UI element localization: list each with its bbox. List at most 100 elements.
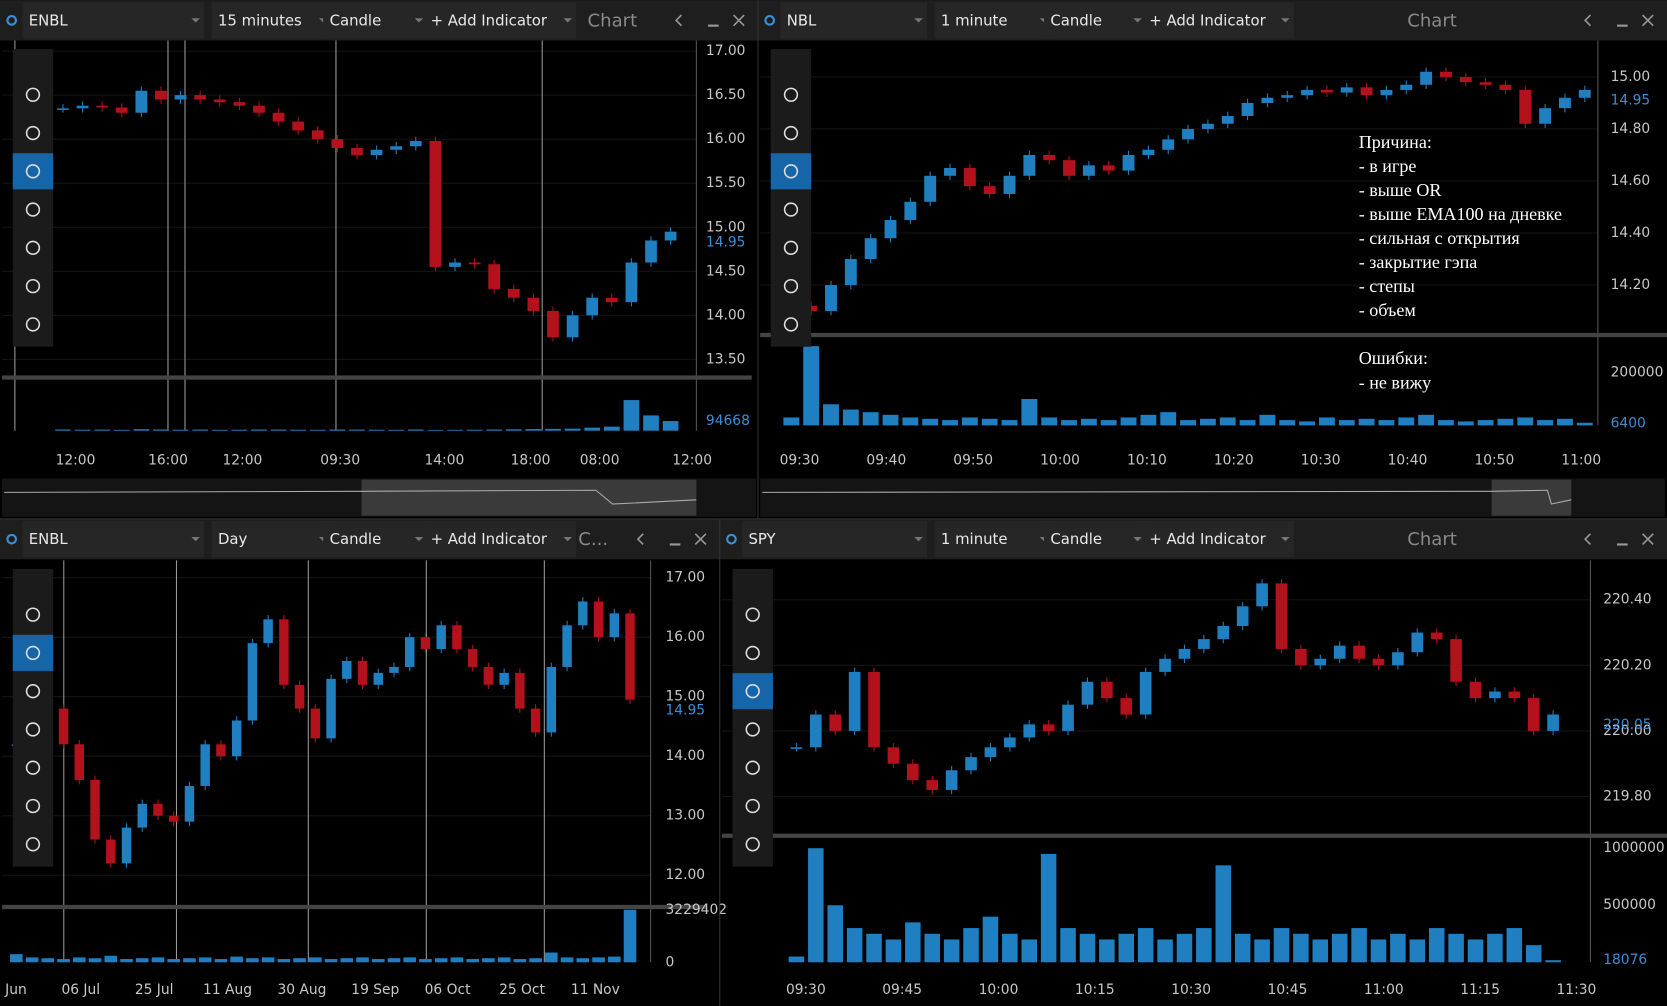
toolbar-add-indicator[interactable]: + Add Indicator bbox=[431, 530, 548, 548]
x-tick-label: 12:00 bbox=[672, 452, 712, 468]
dropdown-arrow[interactable] bbox=[1281, 18, 1290, 23]
toolbar-style[interactable]: Candle bbox=[1050, 530, 1102, 548]
toolbar-field[interactable] bbox=[1044, 521, 1147, 558]
toolbar-symbol[interactable]: SPY bbox=[748, 530, 776, 548]
toolbar-field[interactable] bbox=[1142, 2, 1294, 39]
tool-icon[interactable] bbox=[745, 837, 760, 852]
toolbar-field[interactable] bbox=[211, 2, 332, 39]
prev-button[interactable] bbox=[1584, 533, 1592, 546]
close-button[interactable] bbox=[1641, 533, 1654, 546]
candle bbox=[578, 601, 588, 626]
volume-bar bbox=[1196, 928, 1212, 963]
last-price-label: 220.05 bbox=[1603, 717, 1651, 733]
dropdown-arrow[interactable] bbox=[1133, 18, 1142, 23]
toolbar-field[interactable] bbox=[742, 521, 928, 558]
tool-icon[interactable] bbox=[783, 240, 799, 256]
toolbar-symbol[interactable]: ENBL bbox=[29, 530, 69, 548]
toolbar-field[interactable] bbox=[934, 2, 1053, 39]
tool-selected[interactable] bbox=[732, 673, 773, 710]
tool-icon[interactable] bbox=[745, 760, 760, 775]
volume-bar bbox=[231, 429, 248, 431]
close-button[interactable] bbox=[694, 533, 707, 546]
tool-icon[interactable] bbox=[25, 317, 41, 332]
toolbar-field[interactable] bbox=[323, 2, 428, 39]
toolbar-style[interactable]: Candle bbox=[330, 530, 382, 548]
toolbar-field[interactable] bbox=[424, 521, 577, 558]
toolbar-interval[interactable]: 1 minute bbox=[941, 530, 1008, 548]
toolbar-style[interactable]: Candle bbox=[1050, 11, 1102, 29]
toolbar-field[interactable] bbox=[323, 521, 428, 558]
tool-selected[interactable] bbox=[770, 153, 812, 190]
toolbar-interval[interactable]: Day bbox=[218, 530, 248, 548]
tool-selected[interactable] bbox=[12, 153, 54, 190]
candle bbox=[1081, 681, 1094, 705]
chart-panel: ENBL 15 minutes Candle + Add Indicator Chart… bbox=[0, 0, 759, 517]
toolbar-add-indicator[interactable]: + Add Indicator bbox=[1149, 11, 1266, 29]
close-button[interactable] bbox=[1641, 14, 1654, 27]
dropdown-arrow[interactable] bbox=[191, 18, 200, 23]
tool-icon[interactable] bbox=[783, 202, 799, 217]
tool-icon[interactable] bbox=[25, 240, 41, 256]
tool-icon[interactable] bbox=[783, 87, 799, 102]
tool-icon[interactable] bbox=[25, 164, 41, 179]
tool-icon[interactable] bbox=[25, 683, 41, 699]
volume-bar bbox=[293, 958, 306, 963]
toolbar-field[interactable] bbox=[424, 2, 577, 39]
tool-icon[interactable] bbox=[783, 164, 799, 179]
x-tick-label: 11:15 bbox=[1460, 982, 1500, 998]
toolbar-symbol[interactable]: NBL bbox=[787, 11, 817, 29]
dropdown-arrow[interactable] bbox=[914, 18, 923, 23]
tool-icon[interactable] bbox=[25, 87, 41, 102]
tool-icon[interactable] bbox=[783, 125, 799, 141]
toolbar-field[interactable] bbox=[211, 521, 332, 558]
close-button[interactable] bbox=[733, 14, 745, 27]
tool-icon[interactable] bbox=[745, 722, 760, 737]
toolbar-field[interactable] bbox=[1044, 2, 1147, 39]
tool-icon[interactable] bbox=[25, 760, 41, 775]
navigator-window[interactable] bbox=[361, 479, 697, 516]
tool-icon[interactable] bbox=[745, 645, 760, 661]
candle bbox=[1372, 658, 1385, 666]
toolbar-symbol[interactable]: ENBL bbox=[29, 11, 69, 29]
dropdown-arrow[interactable] bbox=[914, 537, 923, 542]
annotation-line: - закрытие гэпа bbox=[1359, 252, 1478, 272]
tool-icon[interactable] bbox=[745, 683, 760, 699]
volume-bar bbox=[1448, 933, 1464, 963]
navigator-window[interactable] bbox=[1491, 479, 1572, 516]
dropdown-arrow[interactable] bbox=[414, 18, 424, 23]
dropdown-arrow[interactable] bbox=[563, 537, 572, 542]
toolbar-field[interactable] bbox=[780, 2, 928, 39]
tool-icon[interactable] bbox=[745, 607, 760, 622]
tool-icon[interactable] bbox=[745, 798, 760, 814]
tool-icon[interactable] bbox=[25, 125, 41, 141]
toolbar-field[interactable] bbox=[1142, 521, 1294, 558]
tool-icon[interactable] bbox=[25, 798, 41, 814]
tool-icon[interactable] bbox=[25, 607, 41, 622]
tool-icon[interactable] bbox=[783, 278, 799, 294]
dropdown-arrow[interactable] bbox=[1281, 537, 1290, 542]
candle bbox=[547, 310, 559, 338]
toolbar-interval[interactable]: 1 minute bbox=[941, 11, 1008, 29]
toolbar-field[interactable] bbox=[934, 521, 1053, 558]
toolbar-add-indicator[interactable]: + Add Indicator bbox=[1149, 530, 1266, 548]
tool-selected[interactable] bbox=[12, 634, 54, 671]
prev-button[interactable] bbox=[1584, 14, 1592, 27]
tool-icon[interactable] bbox=[25, 837, 41, 852]
dropdown-arrow[interactable] bbox=[414, 537, 424, 542]
toolbar-add-indicator[interactable]: + Add Indicator bbox=[431, 11, 548, 29]
toolbar-interval[interactable]: 15 minutes bbox=[218, 11, 302, 29]
tool-icon[interactable] bbox=[25, 645, 41, 661]
dropdown-arrow[interactable] bbox=[191, 537, 200, 542]
dropdown-arrow[interactable] bbox=[1133, 537, 1142, 542]
tool-icon[interactable] bbox=[25, 722, 41, 737]
y-tick-label: 14.60 bbox=[1611, 173, 1651, 189]
prev-button[interactable] bbox=[675, 14, 683, 27]
tool-icon[interactable] bbox=[25, 202, 41, 217]
toolbar-field[interactable] bbox=[22, 2, 205, 39]
tool-icon[interactable] bbox=[783, 317, 799, 332]
dropdown-arrow[interactable] bbox=[563, 18, 572, 23]
prev-button[interactable] bbox=[636, 533, 644, 546]
toolbar-field[interactable] bbox=[22, 521, 205, 558]
toolbar-style[interactable]: Candle bbox=[330, 11, 382, 29]
tool-icon[interactable] bbox=[25, 278, 41, 294]
